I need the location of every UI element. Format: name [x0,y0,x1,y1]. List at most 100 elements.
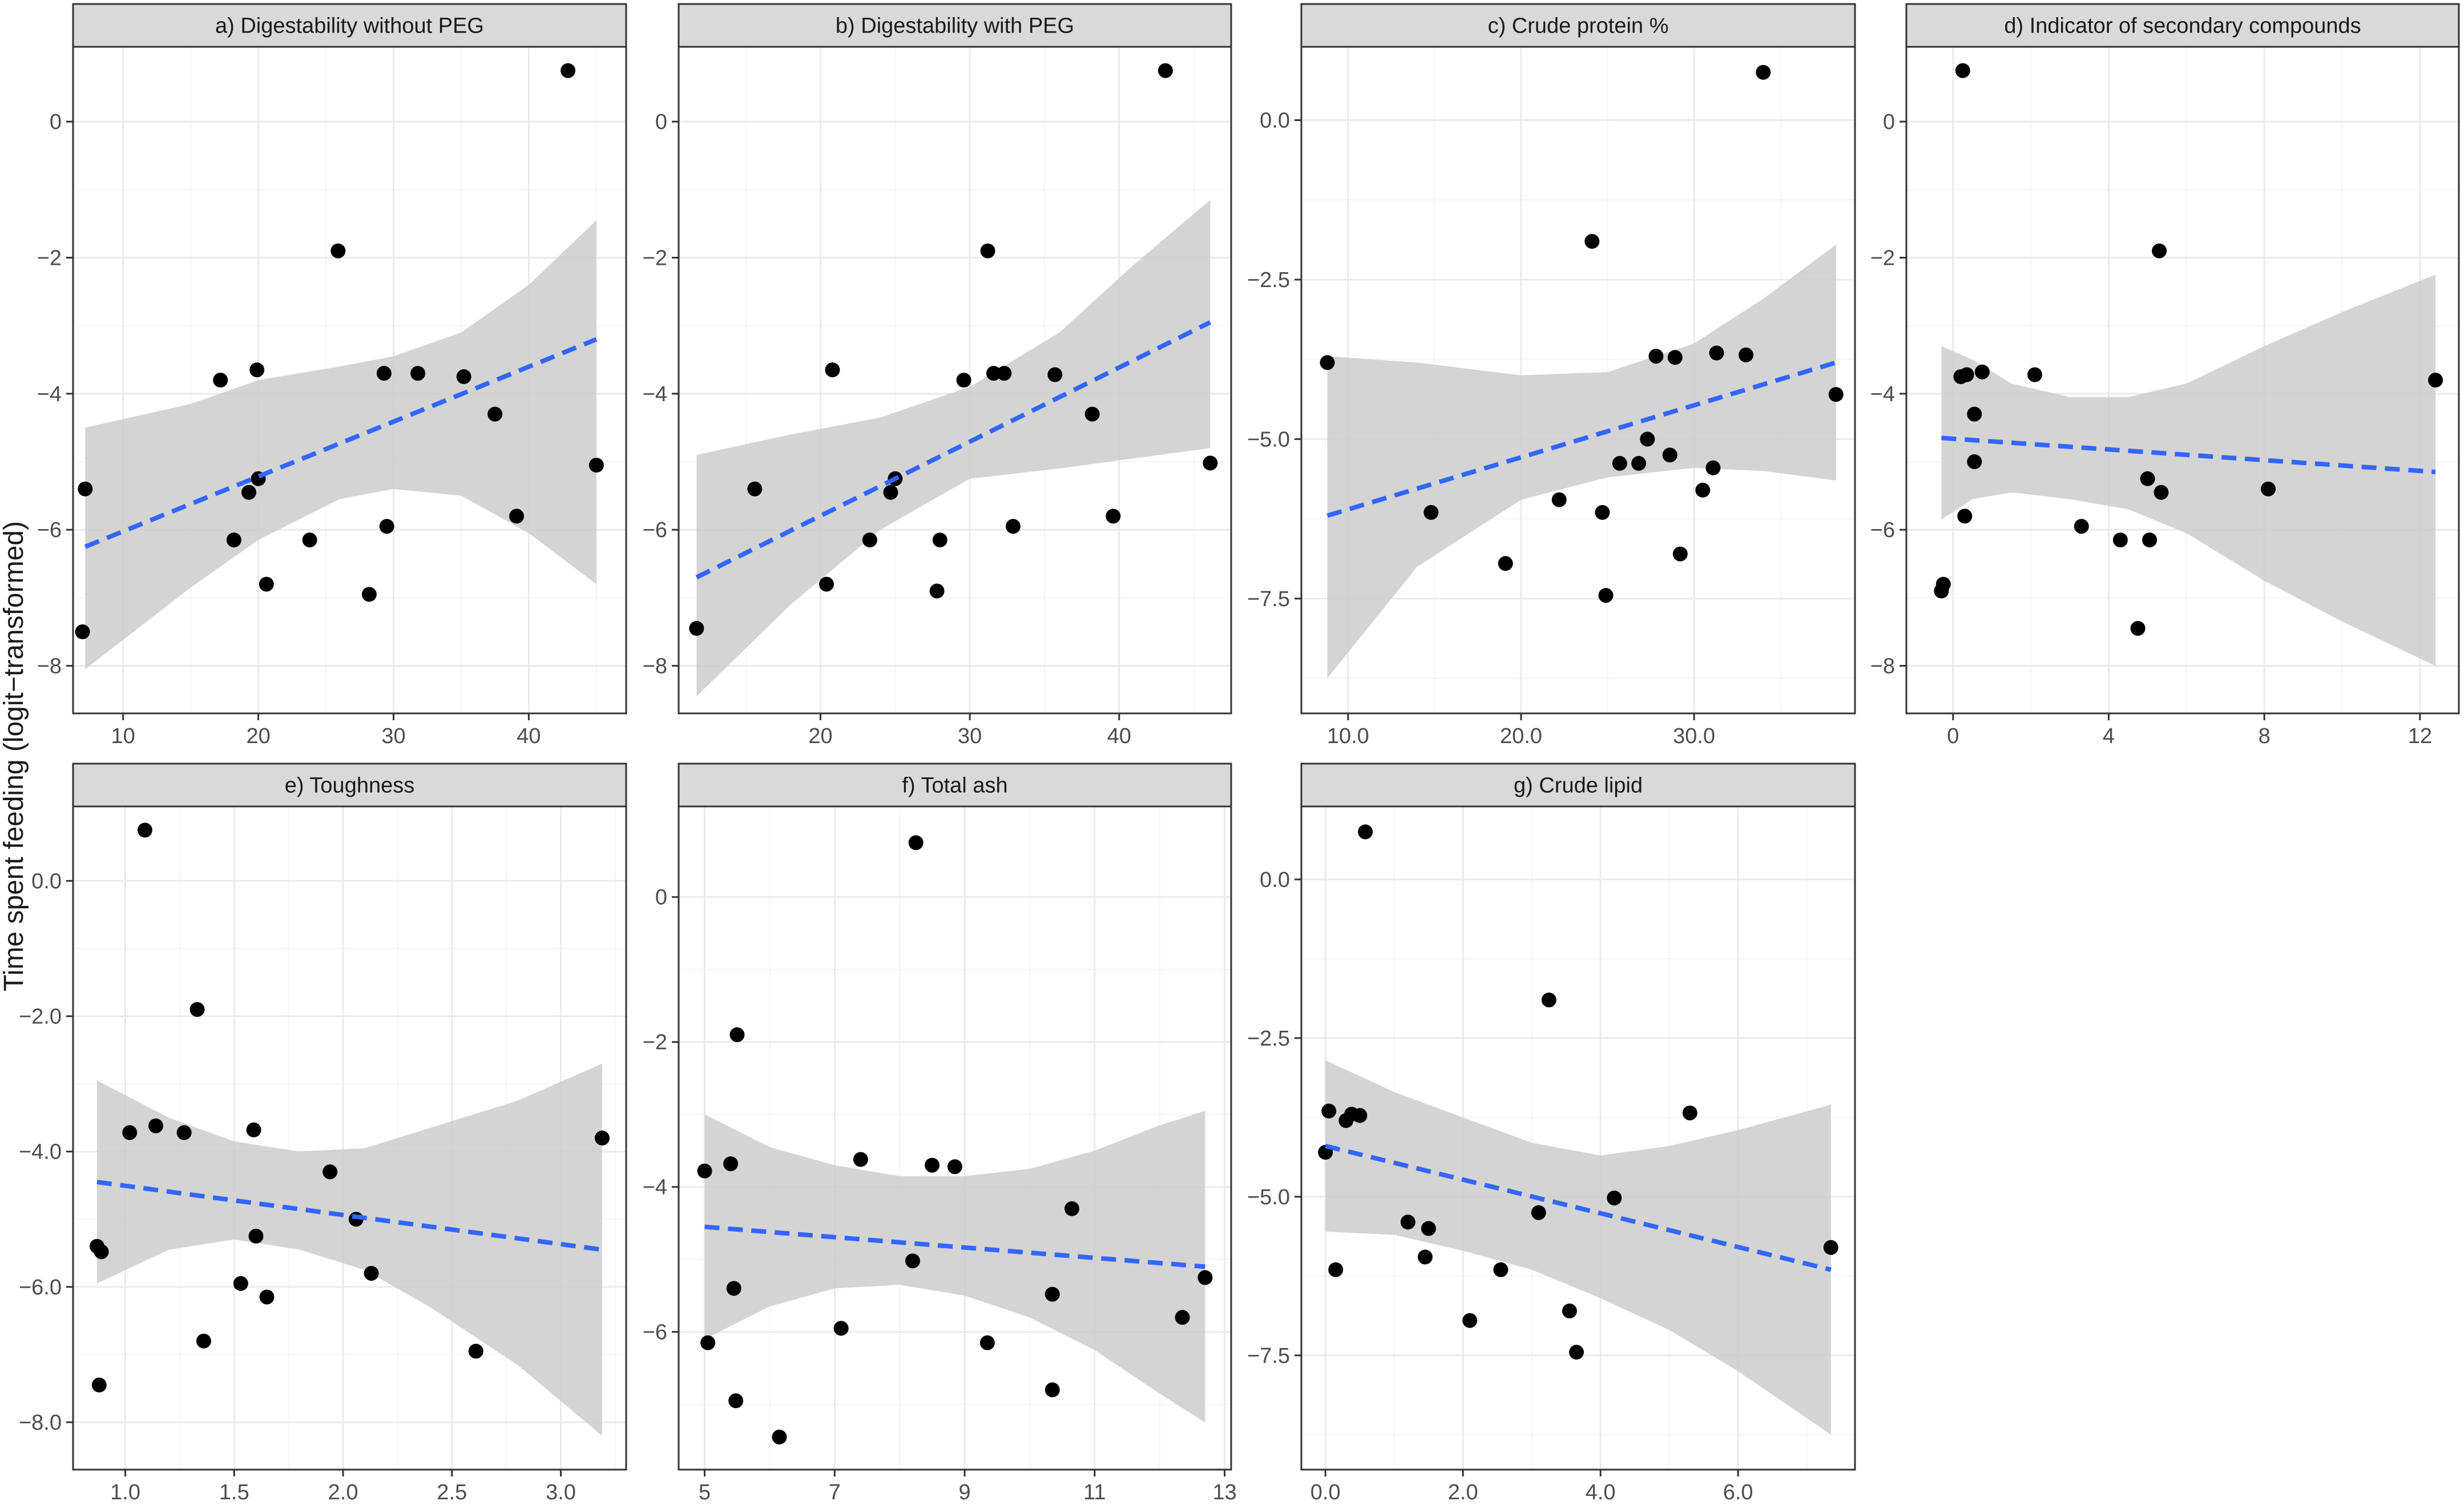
data-point [925,1157,940,1173]
data-point [2154,485,2169,500]
confidence-ribbon [1325,1060,1831,1435]
data-point [1672,546,1688,562]
data-point [956,373,971,388]
facet-panel: a) Digestability without PEG 10 20 30 40 0 −2 −… [37,3,627,748]
confidence-ribbon [1941,275,2436,666]
y-tick-label: 0 [655,110,667,134]
y-tick-label: 0.0 [1260,868,1290,892]
facet-title: d) Indicator of secondary compounds [2004,14,2361,38]
facet-panel: g) Crude lipid 0.0 2.0 4.0 6.0 0.0 −2.5 −5.0 −7.… [1247,762,1856,1504]
facet-strip [678,762,1232,808]
panel-border [678,805,1232,1471]
data-point [1695,482,1711,498]
data-point [905,1253,920,1269]
y-tick-label: −6 [643,1321,667,1345]
data-point [259,576,274,592]
data-point [75,624,90,639]
data-point [1175,1310,1190,1325]
data-point [1531,1205,1546,1220]
facet-strip [72,3,627,48]
data-point [1498,556,1513,571]
data-point [588,458,604,473]
panel-border [678,46,1232,715]
y-tick-label: −5.0 [1247,1185,1290,1209]
facet-strip [72,762,627,808]
y-tick-label: −2 [1870,246,1895,270]
data-point [376,366,392,381]
facet-panel: b) Digestability with PEG 20 30 40 0 −2 −4 −6 −8 [643,3,1232,748]
data-point [825,362,840,378]
data-point [468,1343,483,1359]
data-point [246,1122,261,1137]
x-tick-label: 12 [2408,724,2432,748]
y-tick-label: −8 [1870,655,1895,679]
x-tick-label: 2.0 [1448,1480,1478,1504]
facet-panel: c) Crude protein % 10.0 20.0 30.0 0.0 −2.5 −5.… [1247,3,1856,748]
y-tick-label: 0 [1883,110,1895,134]
panel-border [1905,46,2460,715]
data-point [226,532,241,548]
data-point [853,1152,868,1167]
data-point [361,587,377,602]
data-point [1967,454,1982,469]
data-point [1423,505,1439,520]
data-point [1607,1191,1622,1206]
data-point [1320,355,1335,370]
data-point [78,481,93,497]
y-tick-label: −6 [37,518,62,542]
data-point [137,822,152,838]
data-point [248,1228,264,1244]
data-point [1631,455,1647,471]
data-point [747,481,763,497]
data-point [1823,1240,1838,1255]
data-point [1045,1286,1060,1302]
x-tick-label: 11 [1083,1480,1106,1504]
x-tick-label: 30 [958,724,982,748]
y-tick-label: −7.5 [1247,587,1290,611]
data-point [1328,1262,1344,1277]
data-point [259,1289,275,1305]
data-point [723,1156,739,1172]
data-point [1612,455,1627,471]
data-point [1551,492,1567,507]
x-tick-label: 5 [699,1480,711,1504]
panel-border [1300,46,1856,715]
data-point [997,366,1012,381]
y-tick-label: −4.0 [19,1140,62,1164]
data-point [726,1281,741,1296]
data-point [1047,367,1063,382]
x-tick-label: 30 [381,724,405,748]
data-point [1640,431,1655,447]
data-point [1084,406,1100,422]
data-point [1064,1201,1079,1216]
data-point [1321,1103,1337,1119]
data-point [560,63,576,78]
y-tick-label: 0 [655,886,667,910]
data-point [233,1276,248,1291]
facet-title: b) Digestability with PEG [836,14,1074,38]
y-tick-label: −2 [643,1031,667,1055]
y-tick-label: 0 [50,110,62,134]
data-point [1959,367,1974,382]
data-point [330,243,346,259]
data-point [1974,364,1990,380]
y-tick-label: −6 [643,518,667,542]
confidence-ribbon [85,220,596,669]
data-point [1682,1105,1697,1121]
data-point [1739,347,1753,362]
y-tick-label: −6 [1870,518,1895,542]
y-tick-label: 0.0 [31,869,62,893]
data-point [1358,824,1373,840]
confidence-ribbon [704,1111,1205,1423]
data-point [1400,1215,1416,1230]
x-tick-label: 4 [2103,724,2115,748]
y-tick-label: −8 [37,655,62,679]
data-point [1106,509,1121,524]
trend-line [1325,1144,1832,1272]
data-point [2142,532,2157,548]
y-tick-label: −4 [643,382,667,406]
facet-strip [1905,3,2460,48]
data-point [1705,460,1721,475]
data-point [979,1335,995,1350]
